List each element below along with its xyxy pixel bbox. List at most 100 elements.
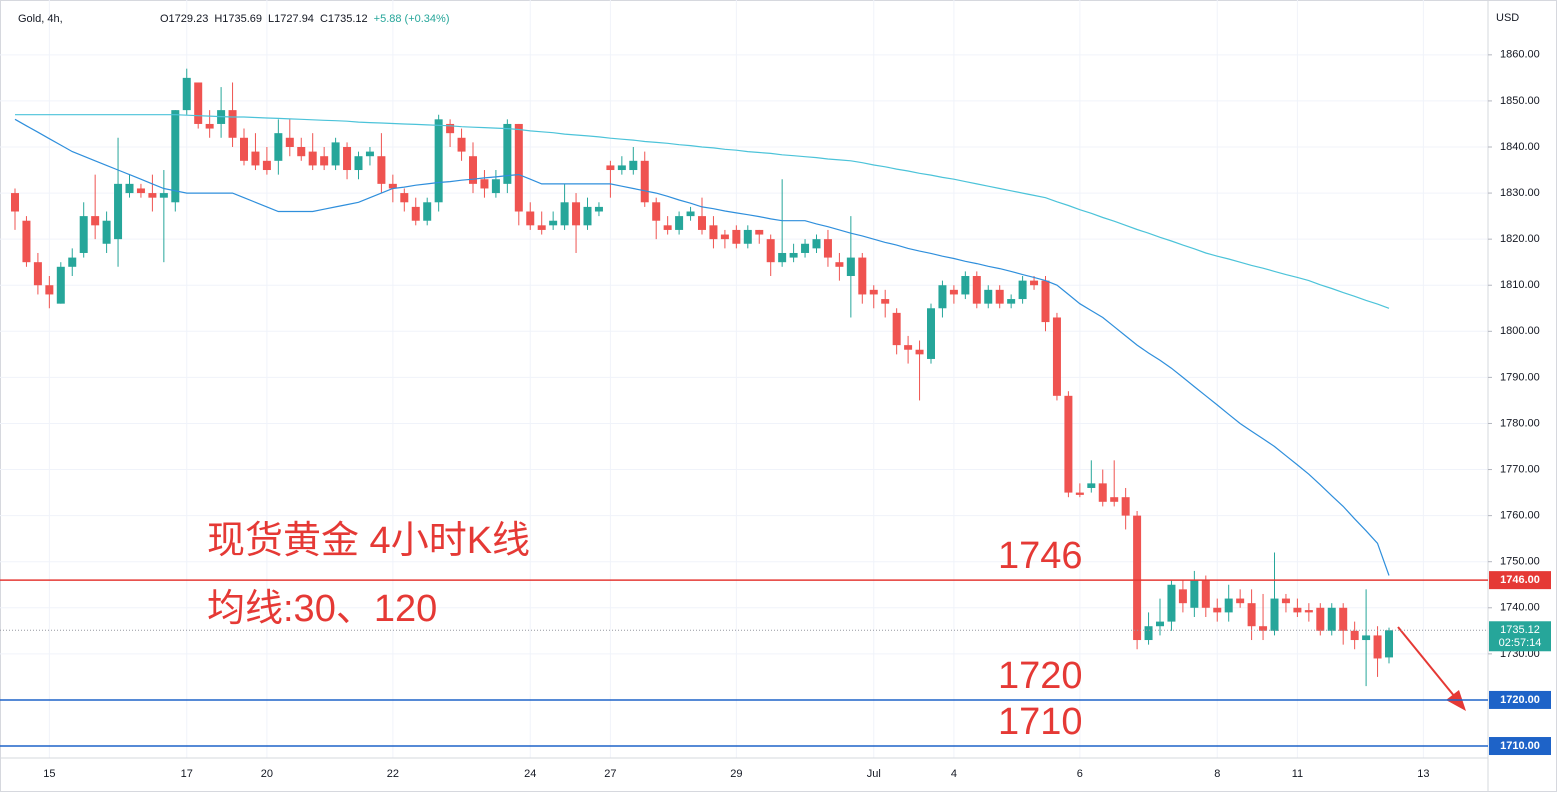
x-tick-label: Jul — [867, 768, 881, 780]
candle-body — [354, 156, 363, 171]
last-price-label: 1735.12 — [1500, 624, 1540, 636]
candle-body — [823, 239, 832, 258]
candle-body — [514, 123, 523, 212]
candle-body — [320, 156, 329, 166]
y-tick-label: 1800.00 — [1500, 325, 1540, 337]
candle-body — [1281, 598, 1290, 604]
candle-body — [1121, 497, 1130, 516]
price-label: 1746.00 — [1500, 574, 1540, 586]
ohlc-header: L1727.94 — [268, 13, 314, 25]
candle-body — [365, 151, 374, 157]
x-tick-label: 13 — [1417, 768, 1429, 780]
candle-body — [274, 133, 283, 161]
y-tick-label: 1780.00 — [1500, 417, 1540, 429]
annotation: 均线:30、120 — [207, 588, 437, 630]
candle-body — [1201, 580, 1210, 608]
x-tick-label: 8 — [1214, 768, 1220, 780]
candle-body — [606, 165, 615, 171]
candle-body — [949, 289, 958, 295]
candle-body — [778, 252, 787, 263]
candle-body — [1064, 395, 1073, 493]
candle-body — [640, 160, 649, 203]
candle-body — [262, 160, 271, 171]
level-annotation: 1710 — [998, 701, 1083, 743]
price-label-box — [1489, 690, 1551, 709]
candle-body — [308, 151, 317, 166]
candle-body — [457, 137, 466, 152]
candle-body — [251, 151, 260, 166]
candle-body — [1385, 630, 1393, 658]
candle-body — [560, 202, 569, 226]
candle-body — [1270, 598, 1279, 631]
candle-body — [1030, 280, 1039, 286]
candle-body — [743, 229, 752, 244]
candle-body — [915, 349, 924, 355]
candle-body — [972, 276, 981, 304]
candle-body — [927, 308, 935, 359]
candle-body — [846, 257, 855, 277]
candle-body — [881, 299, 890, 304]
y-tick-label: 1820.00 — [1500, 233, 1540, 245]
last-price-box — [1489, 621, 1551, 652]
annotation: 现货黄金 4小时K线 — [207, 520, 530, 562]
candle-body — [136, 188, 145, 194]
candle-body — [1259, 626, 1268, 631]
candle-body — [159, 193, 168, 198]
x-tick-label: 17 — [181, 768, 193, 780]
candle-body — [205, 123, 214, 129]
candle-body — [1110, 497, 1119, 502]
price-label-box — [1489, 571, 1551, 590]
x-tick-label: 29 — [730, 768, 742, 780]
candle-body — [1075, 492, 1084, 495]
candle-body — [766, 239, 775, 263]
candle-body — [1293, 607, 1302, 613]
candle-body — [1304, 610, 1313, 613]
candle-body — [617, 165, 626, 171]
candle-body — [480, 179, 489, 189]
candle-body — [1350, 630, 1359, 641]
candle-body — [652, 202, 661, 221]
candle-body — [331, 142, 340, 166]
y-tick-label: 1770.00 — [1500, 463, 1540, 475]
ohlc-header: O1729.23 — [160, 13, 208, 25]
candle-body — [388, 183, 397, 189]
candle-body — [789, 252, 798, 258]
candle-body — [148, 193, 157, 198]
candle-body — [583, 206, 592, 226]
candle-body — [446, 123, 455, 134]
candle-body — [228, 110, 237, 138]
ohlc-header: H1735.69 — [214, 13, 262, 25]
candle-body — [22, 220, 31, 263]
candle-body — [732, 229, 741, 244]
candle-body — [526, 211, 535, 226]
candle-body — [869, 289, 878, 295]
y-tick-label: 1760.00 — [1500, 510, 1540, 522]
y-tick-label: 1860.00 — [1500, 49, 1540, 61]
candle-body — [240, 137, 248, 161]
y-tick-label: 1840.00 — [1500, 141, 1540, 153]
candle-body — [835, 262, 844, 267]
candle-body — [1373, 635, 1382, 659]
candle-body — [686, 211, 695, 217]
moving-average — [14, 118, 1390, 576]
candle-body — [720, 234, 729, 240]
candle-body — [572, 202, 581, 226]
candle-body — [1087, 483, 1096, 488]
candle-body — [1213, 607, 1222, 613]
candle-body — [411, 206, 420, 221]
y-tick-label: 1810.00 — [1500, 279, 1540, 291]
candle-body — [709, 225, 718, 240]
countdown: 02:57:14 — [1499, 637, 1542, 649]
candle-body — [629, 160, 638, 171]
y-tick-label: 1740.00 — [1500, 602, 1540, 614]
candle-body — [1167, 584, 1176, 622]
candle-body — [423, 202, 432, 221]
x-tick-label: 20 — [261, 768, 273, 780]
level-annotation: 1720 — [998, 655, 1083, 697]
candle-body — [984, 289, 993, 304]
candle-body — [892, 312, 901, 346]
candle-body — [68, 257, 77, 267]
candle-body — [537, 225, 546, 230]
candle-body — [56, 266, 65, 304]
candle-body — [594, 206, 603, 212]
